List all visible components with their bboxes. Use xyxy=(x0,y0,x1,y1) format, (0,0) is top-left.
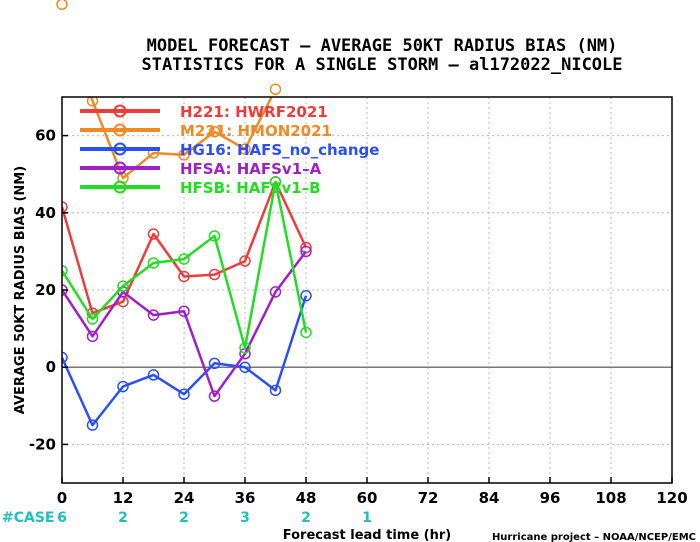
legend-item: H221: HWRF2021 xyxy=(80,103,328,121)
x-axis-label: Forecast lead time (hr) xyxy=(283,528,451,542)
data-point xyxy=(86,97,99,107)
series-line xyxy=(62,250,307,398)
x-tick-label: 84 xyxy=(479,489,500,507)
x-tick-label: 24 xyxy=(174,489,195,507)
x-tick-label: 72 xyxy=(418,489,439,507)
data-point xyxy=(300,326,312,339)
data-point xyxy=(86,419,99,431)
data-point xyxy=(178,253,190,265)
series-3 xyxy=(62,290,312,431)
data-point xyxy=(86,313,99,325)
y-tick-label: 60 xyxy=(35,127,56,145)
data-point xyxy=(178,149,190,161)
data-point xyxy=(208,390,221,402)
data-point xyxy=(239,342,251,354)
x-tick-label: 12 xyxy=(113,489,134,507)
out-of-range-markers xyxy=(56,0,282,96)
data-point xyxy=(62,264,68,277)
legend-label: HFSA: HAFSv1–A xyxy=(180,160,322,178)
data-point xyxy=(178,270,190,283)
y-tick-label: 0 xyxy=(46,358,56,376)
chart-subtitle: STATISTICS FOR A SINGLE STORM – al172022… xyxy=(141,55,622,75)
series-2 xyxy=(86,97,273,184)
data-point xyxy=(117,280,129,292)
y-tick-label: 20 xyxy=(35,281,56,299)
y-tick-label: 40 xyxy=(35,204,56,222)
data-point xyxy=(147,309,160,321)
case-count: 2 xyxy=(179,510,189,526)
data-point xyxy=(178,388,190,400)
case-label: #CASE xyxy=(2,510,55,526)
data-point xyxy=(239,255,251,267)
x-tick-label: 36 xyxy=(235,489,256,507)
chart-title: MODEL FORECAST – AVERAGE 50KT RADIUS BIA… xyxy=(147,36,618,56)
x-tick-label: 108 xyxy=(595,489,626,507)
y-tick-label: -20 xyxy=(29,435,56,453)
data-point xyxy=(117,380,129,393)
legend-item: HFSB: HAFSv1–B xyxy=(80,179,321,197)
series-line xyxy=(62,180,308,350)
legend-item: HG16: HAFS_no_change xyxy=(80,141,379,159)
data-point xyxy=(56,0,68,11)
data-point xyxy=(208,268,221,281)
data-point xyxy=(62,201,68,213)
case-count: 3 xyxy=(240,510,250,526)
data-point xyxy=(147,369,160,381)
data-point xyxy=(269,286,282,298)
legend-item: M221: HMON2021 xyxy=(80,122,332,140)
legend-marker xyxy=(113,161,127,175)
legend-label: H221: HWRF2021 xyxy=(180,103,328,121)
data-point xyxy=(269,384,282,397)
data-point xyxy=(178,305,190,317)
case-count: 2 xyxy=(118,510,128,526)
x-tick-label: 96 xyxy=(540,489,561,507)
data-point xyxy=(239,361,251,373)
x-tick-label: 60 xyxy=(357,489,378,507)
data-point xyxy=(62,351,68,364)
data-point xyxy=(269,83,282,96)
data-point xyxy=(147,257,160,269)
legend-marker xyxy=(113,142,127,156)
series-5 xyxy=(62,176,312,354)
y-axis-label: AVERAGE 50KT RADIUS BIAS (NM) xyxy=(13,166,28,414)
x-tick-label: 120 xyxy=(656,489,687,507)
legend-label: M221: HMON2021 xyxy=(180,122,332,140)
data-point xyxy=(269,176,282,188)
legend-item: HFSA: HAFSv1–A xyxy=(80,160,322,178)
data-point xyxy=(208,125,221,138)
case-counts: #CASE 6 2 2 3 2 1 xyxy=(2,510,372,526)
legend-label: HFSB: HAFSv1–B xyxy=(180,179,321,197)
legend-label: HG16: HAFS_no_change xyxy=(180,141,379,159)
data-point xyxy=(300,245,312,258)
data-point xyxy=(208,357,221,370)
data-point xyxy=(300,290,312,302)
data-point xyxy=(147,228,160,240)
case-count: 6 xyxy=(57,510,67,526)
data-point xyxy=(208,230,221,242)
data-point xyxy=(86,330,99,343)
axis-ticks: 0 12 24 36 48 60 72 84 96 108 120 -20 0 20 40 60 xyxy=(29,127,688,507)
credit-text: Hurricane project – NOAA/NCEP/EMC xyxy=(492,532,696,542)
series-layer xyxy=(62,97,312,431)
data-point xyxy=(239,143,251,155)
legend-marker xyxy=(113,104,127,118)
series-line xyxy=(89,97,273,180)
legend-marker xyxy=(113,180,127,194)
case-count: 2 xyxy=(301,510,311,526)
x-tick-label: 48 xyxy=(296,489,317,507)
x-tick-label: 0 xyxy=(57,489,67,507)
legend-marker xyxy=(113,123,127,137)
series-line xyxy=(62,295,308,427)
case-count: 1 xyxy=(362,510,372,526)
